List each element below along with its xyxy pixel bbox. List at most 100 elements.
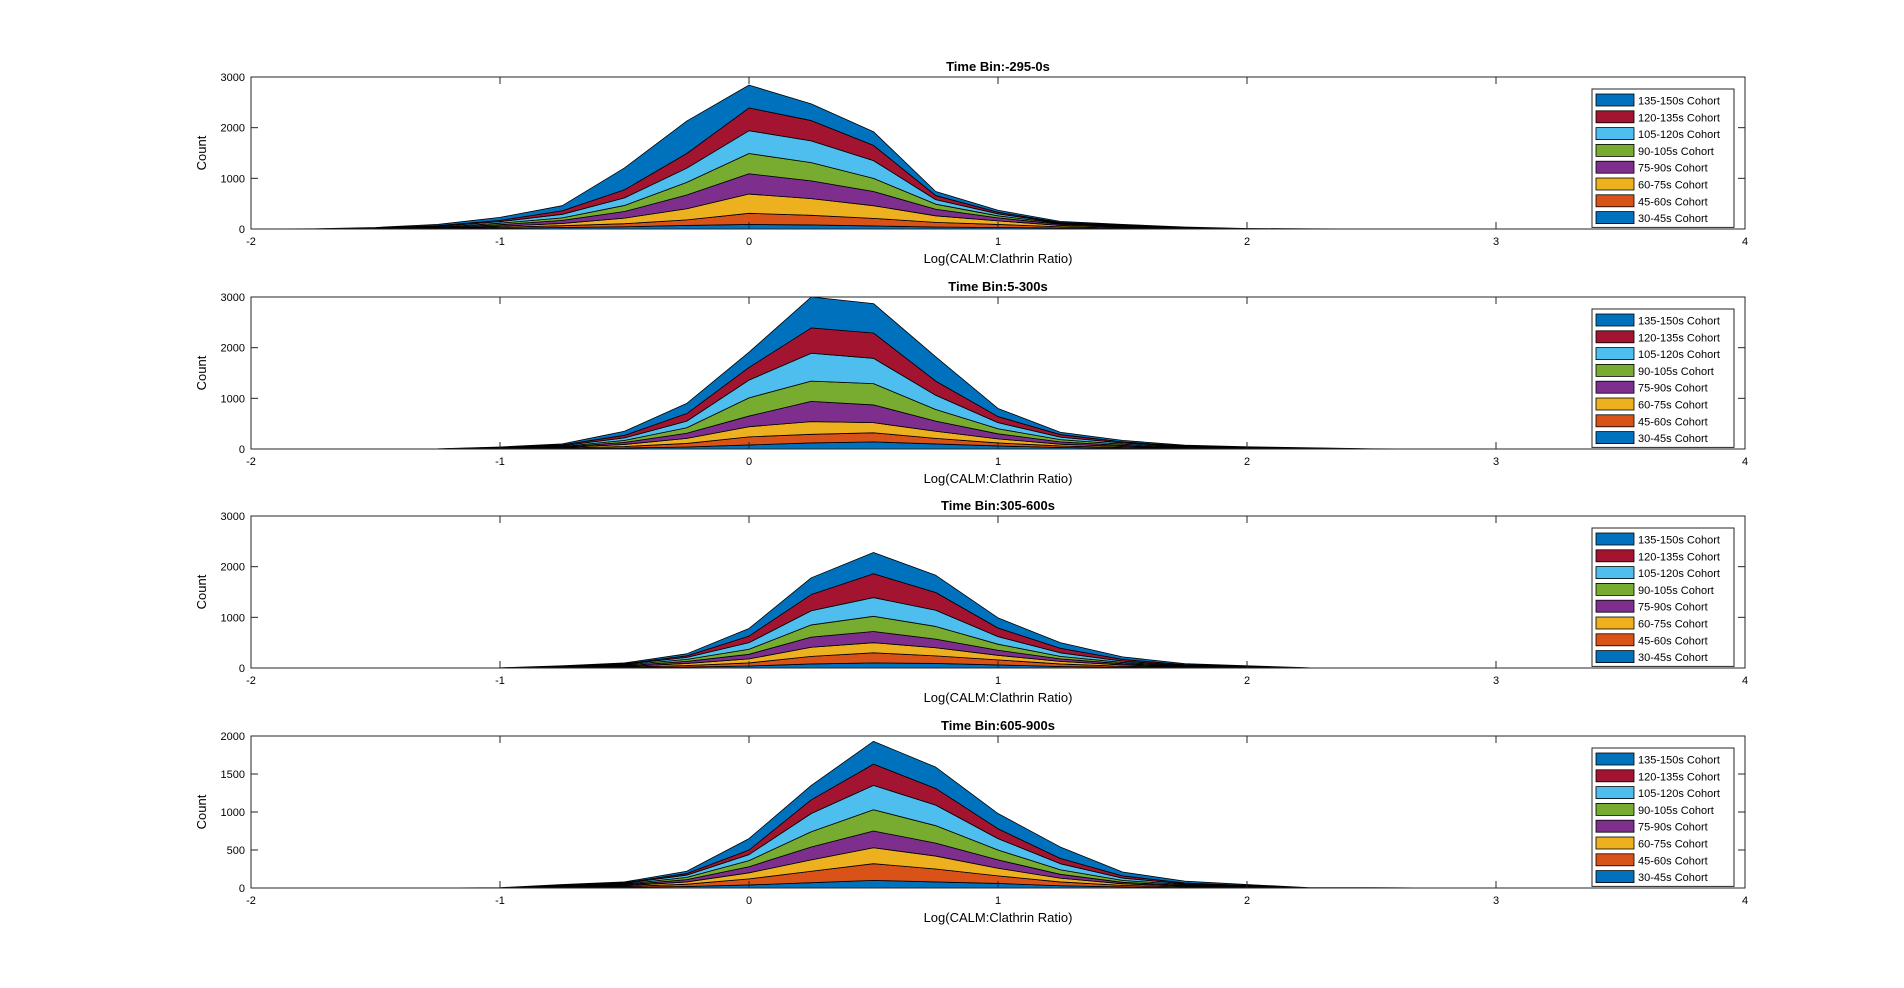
y-tick-label: 3000: [221, 72, 245, 84]
legend-entry: 60-75s Cohort: [1638, 400, 1708, 412]
legend-swatch: [1595, 870, 1635, 883]
x-tick-label: 1: [995, 675, 1001, 687]
legend-entry: 30-45s Cohort: [1638, 872, 1708, 884]
x-tick-label: 1: [995, 236, 1001, 248]
legend: 135-150s Cohort 120-135s Cohort 105-120s C…: [1591, 308, 1735, 448]
x-tick-label: 3: [1493, 236, 1499, 248]
chart-title: Time Bin:-295-0s: [946, 59, 1050, 74]
legend-entry: 75-90s Cohort: [1638, 383, 1708, 395]
legend-entry: 135-150s Cohort: [1638, 755, 1720, 767]
x-tick-label: 3: [1493, 456, 1499, 468]
legend-swatch: [1595, 110, 1635, 124]
legend-swatch: [1595, 583, 1635, 596]
y-tick-label: 2000: [221, 731, 245, 743]
x-tick-label: -1: [495, 895, 505, 907]
legend-swatch: [1595, 616, 1635, 630]
legend-entry: 120-135s Cohort: [1638, 771, 1720, 783]
legend-entry: 60-75s Cohort: [1638, 839, 1708, 851]
legend-entry: 90-105s Cohort: [1638, 146, 1714, 158]
y-tick-label: 0: [239, 224, 245, 236]
x-tick-label: 0: [746, 895, 752, 907]
legend-swatch: [1595, 143, 1635, 157]
x-axis-label: Log(CALM:Clathrin Ratio): [924, 910, 1073, 925]
legend-swatch: [1595, 93, 1635, 107]
legend-entry: 135-150s Cohort: [1638, 316, 1720, 328]
legend-swatch: [1595, 819, 1635, 833]
y-tick-label: 0: [239, 663, 245, 675]
x-tick-label: 1: [995, 456, 1001, 468]
legend-swatch: [1595, 786, 1635, 799]
x-tick-label: 4: [1742, 895, 1748, 907]
legend-swatch: [1595, 347, 1635, 361]
y-axis-label: Count: [194, 355, 209, 390]
plot-area: [251, 77, 1745, 229]
legend-swatch: [1595, 211, 1635, 225]
legend-swatch: [1595, 363, 1635, 377]
x-tick-label: 2: [1244, 675, 1250, 687]
legend-entry: 135-150s Cohort: [1638, 96, 1720, 108]
legend-swatch: [1595, 769, 1635, 783]
chart-panel-2: -2 -1 0 1 2 3 4 0 1000 2000 3000 Time Bin:5-300s Log…: [194, 279, 1748, 486]
legend-swatch: [1595, 549, 1635, 563]
legend-entry: 135-150s Cohort: [1638, 535, 1720, 547]
legend-entry: 45-60s Cohort: [1638, 196, 1708, 208]
x-tick-label: -1: [495, 236, 505, 248]
x-axis-label: Log(CALM:Clathrin Ratio): [924, 251, 1073, 266]
legend-swatch: [1595, 160, 1635, 174]
x-tick-label: 4: [1742, 675, 1748, 687]
legend: 135-150s Cohort 120-135s Cohort 105-120s C…: [1591, 88, 1735, 228]
legend-entry: 120-135s Cohort: [1638, 332, 1720, 344]
x-tick-label: -2: [246, 895, 256, 907]
legend-entry: 45-60s Cohort: [1638, 635, 1708, 647]
x-tick-label: -1: [495, 456, 505, 468]
y-tick-label: 3000: [221, 511, 245, 523]
legend-entry: 75-90s Cohort: [1638, 822, 1708, 834]
area-series-135-150s-cohort: [251, 84, 1745, 229]
x-tick-label: 1: [995, 895, 1001, 907]
x-tick-label: 2: [1244, 456, 1250, 468]
legend-swatch: [1595, 836, 1635, 850]
legend-swatch: [1595, 566, 1635, 579]
x-tick-label: -2: [246, 675, 256, 687]
y-tick-label: 1000: [221, 807, 245, 819]
legend-swatch: [1595, 127, 1635, 140]
legend-swatch: [1595, 194, 1635, 208]
legend-swatch: [1595, 803, 1635, 816]
y-tick-label: 2000: [221, 562, 245, 574]
y-axis-label: Count: [194, 794, 209, 829]
y-tick-label: 0: [239, 444, 245, 456]
legend-swatch: [1595, 633, 1635, 647]
y-tick-label: 1000: [221, 173, 245, 185]
x-axis-label: Log(CALM:Clathrin Ratio): [924, 471, 1073, 486]
legend-entry: 75-90s Cohort: [1638, 163, 1708, 175]
legend-entry: 30-45s Cohort: [1638, 652, 1708, 664]
area-series-135-150s-cohort: [251, 740, 1745, 888]
chart-title: Time Bin:5-300s: [948, 279, 1047, 294]
legend-swatch: [1595, 599, 1635, 613]
legend-entry: 75-90s Cohort: [1638, 602, 1708, 614]
legend: 135-150s Cohort 120-135s Cohort 105-120s C…: [1591, 527, 1735, 667]
y-tick-label: 3000: [221, 292, 245, 304]
legend-swatch: [1595, 752, 1635, 766]
area-series-135-150s-cohort: [251, 297, 1745, 449]
chart-panel-4: -2 -1 0 1 2 3 4 0 500 1000 1500 2000 Time Bin:605-90…: [194, 718, 1748, 925]
legend-entry: 105-120s Cohort: [1638, 349, 1720, 361]
legend-swatch: [1595, 532, 1635, 546]
legend-entry: 45-60s Cohort: [1638, 855, 1708, 867]
x-tick-label: 0: [746, 675, 752, 687]
x-tick-label: 3: [1493, 895, 1499, 907]
y-tick-label: 2000: [221, 123, 245, 135]
legend-entry: 60-75s Cohort: [1638, 180, 1708, 192]
legend-entry: 30-45s Cohort: [1638, 213, 1708, 225]
legend-swatch: [1595, 177, 1635, 191]
chart-title: Time Bin:305-600s: [941, 498, 1055, 513]
legend-entry: 120-135s Cohort: [1638, 551, 1720, 563]
legend-entry: 105-120s Cohort: [1638, 788, 1720, 800]
chart-panel-3: -2 -1 0 1 2 3 4 0 1000 2000 3000 Time Bin:305-600s L…: [194, 498, 1748, 705]
x-tick-label: 4: [1742, 456, 1748, 468]
legend-swatch: [1595, 414, 1635, 428]
area-series-135-150s-cohort: [251, 552, 1745, 668]
legend-entry: 30-45s Cohort: [1638, 433, 1708, 445]
chart-title: Time Bin:605-900s: [941, 718, 1055, 733]
legend-entry: 45-60s Cohort: [1638, 416, 1708, 428]
